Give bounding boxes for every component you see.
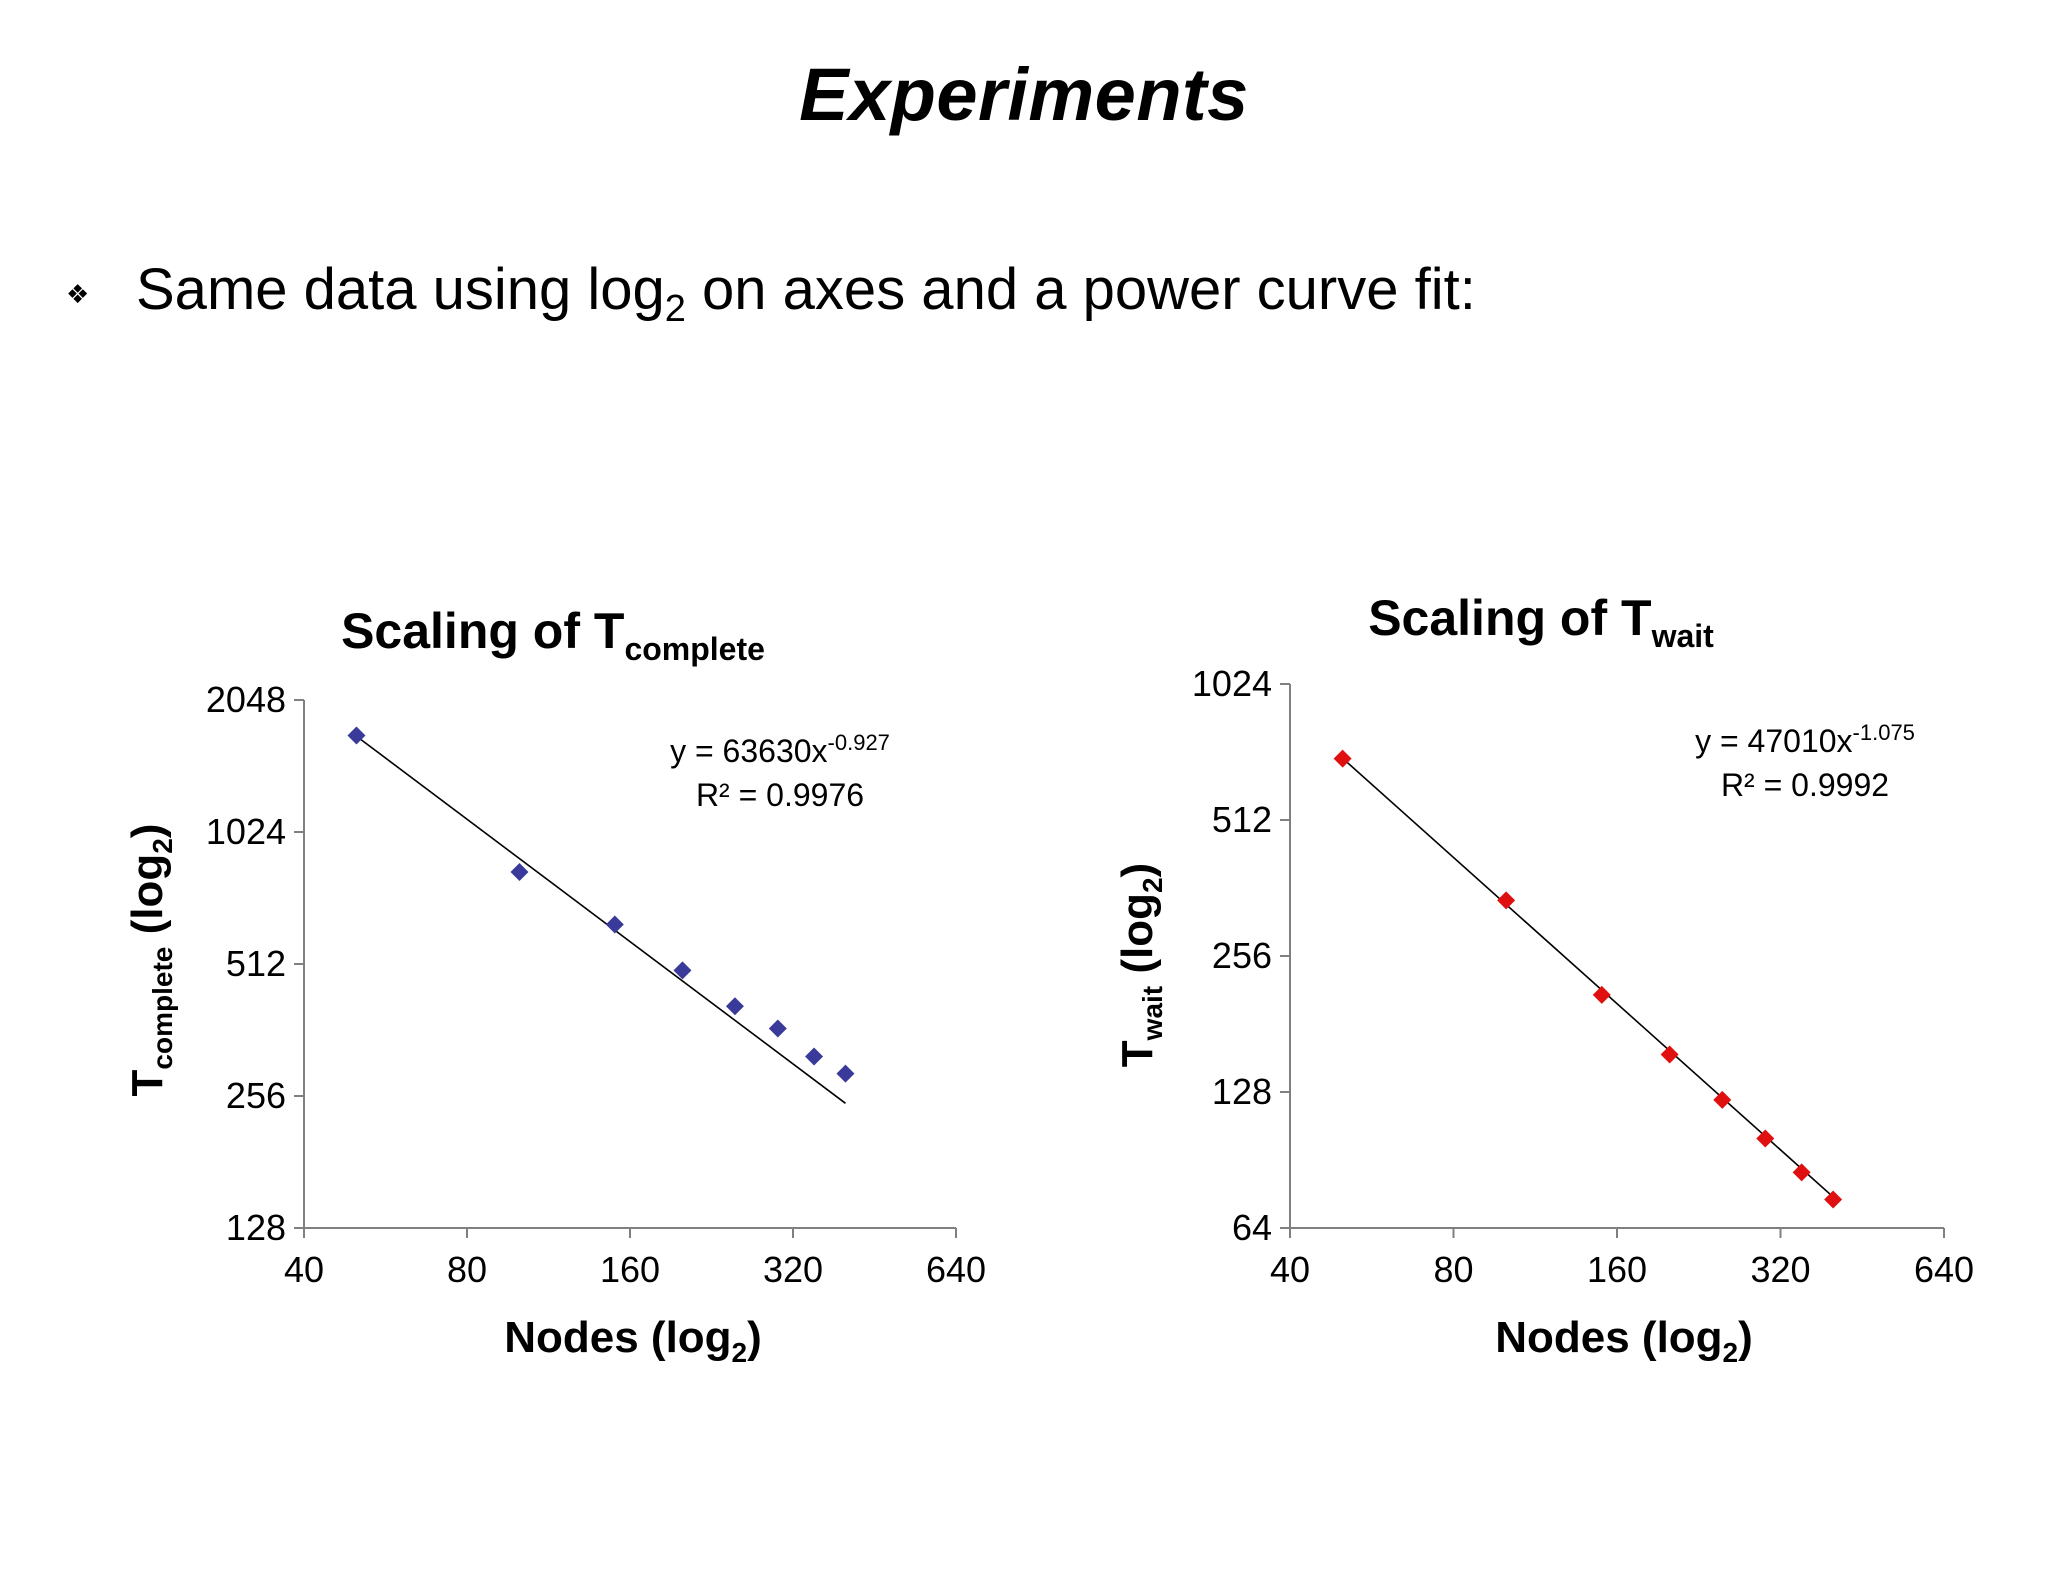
chart-t-complete-x-tick-label: 320 — [763, 1249, 823, 1290]
chart-t-complete-data-point — [725, 997, 744, 1016]
chart-t-wait-y-tick-label: 128 — [1212, 1071, 1272, 1112]
chart-t-wait-y-tick-label: 1024 — [1192, 663, 1272, 704]
chart-t-wait-y-tick-label: 64 — [1232, 1207, 1272, 1248]
bullet-text-sub: 2 — [664, 288, 686, 330]
chart-t-complete-data-point — [836, 1064, 855, 1083]
chart-t-complete-data-point — [510, 863, 529, 882]
chart-t-complete-title: Scaling of Tcomplete — [341, 603, 765, 667]
chart-t-wait-equation: y = 47010x-1.075 — [1695, 720, 1915, 759]
diamond-bullet-icon: ❖ — [66, 279, 90, 309]
chart-t-complete-data-point — [673, 961, 692, 980]
chart-t-wait-title: Scaling of Twait — [1368, 590, 1714, 654]
chart-t-complete-data-point — [768, 1019, 787, 1038]
chart-t-complete-data-point — [805, 1047, 824, 1066]
chart-t-wait-data-point — [1660, 1045, 1679, 1064]
slide-title: Experiments — [799, 53, 1249, 136]
bullet-text: Same data using log2 on axes and a power… — [136, 256, 1476, 328]
chart-t-complete-data-point — [347, 726, 366, 745]
chart-t-complete-equation: y = 63630x-0.927 — [670, 730, 890, 769]
chart-t-wait-y-tick-label: 512 — [1212, 799, 1272, 840]
chart-t-complete-xlabel: Nodes (log2) — [504, 1313, 762, 1368]
chart-t-complete-plot: 128 256 512 1024 2048 40 80 160 320 640 — [206, 679, 986, 1290]
chart-t-wait-data-point — [1824, 1190, 1843, 1209]
chart-t-wait-r2: R² = 0.9992 — [1721, 767, 1889, 803]
chart-t-wait-xlabel: Nodes (log2) — [1495, 1313, 1753, 1368]
chart-t-complete-y-tick-label: 256 — [226, 1075, 286, 1116]
chart-t-complete-ylabel: Tcomplete (log2) — [123, 824, 178, 1097]
chart-t-complete-x-tick-label: 160 — [600, 1249, 660, 1290]
chart-t-complete-x-tick-label: 640 — [926, 1249, 986, 1290]
chart-t-wait-data-point — [1333, 749, 1352, 768]
chart-t-wait-ylabel: Twait (log2) — [1113, 863, 1168, 1067]
chart-t-wait-y-tick-label: 256 — [1212, 935, 1272, 976]
chart-t-wait-x-tick-label: 40 — [1270, 1249, 1310, 1290]
chart-t-wait-data-point — [1713, 1090, 1732, 1109]
chart-t-wait-data-point — [1756, 1129, 1775, 1148]
chart-t-wait-x-tick-label: 160 — [1587, 1249, 1647, 1290]
chart-t-complete-trendline — [355, 735, 846, 1104]
chart-t-wait-x-tick-label: 80 — [1433, 1249, 1473, 1290]
chart-t-complete-data-point — [605, 915, 624, 934]
bullet-point: ❖ Same data using log2 on axes and a pow… — [64, 256, 1476, 328]
chart-t-wait-x-tick-label: 640 — [1914, 1249, 1974, 1290]
chart-t-complete-y-tick-label: 2048 — [206, 679, 286, 720]
chart-t-wait-data-point — [1792, 1163, 1811, 1182]
chart-t-wait-trendline — [1342, 757, 1834, 1198]
chart-t-complete-x-tick-label: 40 — [284, 1249, 324, 1290]
chart-t-wait-x-tick-label: 320 — [1750, 1249, 1810, 1290]
bullet-text-after: on axes and a power curve fit: — [685, 257, 1476, 322]
chart-t-wait-data-point — [1592, 985, 1611, 1004]
chart-t-wait-data-point — [1497, 891, 1516, 910]
chart-t-complete-r2: R² = 0.9976 — [696, 777, 864, 813]
chart-t-wait-plot: 64 128 256 512 1024 40 80 160 320 640 — [1192, 663, 1974, 1290]
chart-t-complete-y-tick-label: 128 — [226, 1207, 286, 1248]
chart-t-complete-y-tick-label: 1024 — [206, 811, 286, 852]
chart-t-complete-y-tick-label: 512 — [226, 943, 286, 984]
chart-t-complete-x-tick-label: 80 — [447, 1249, 487, 1290]
bullet-text-before: Same data using log — [136, 257, 665, 322]
